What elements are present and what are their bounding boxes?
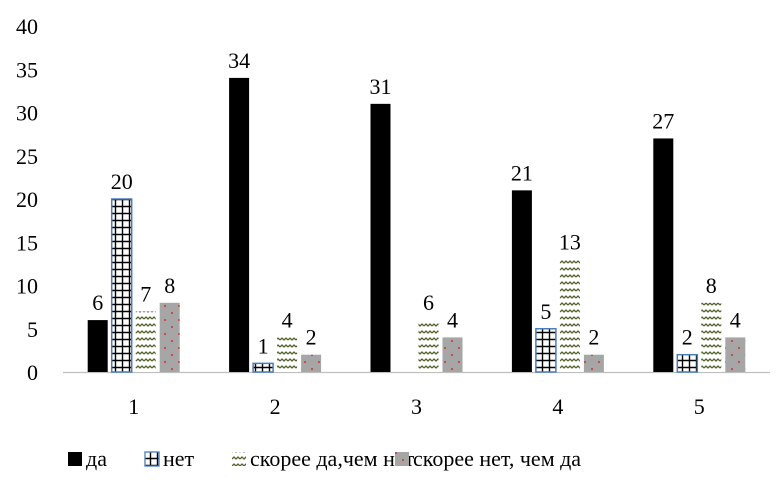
data-label: 6: [423, 290, 434, 315]
data-label: 4: [282, 307, 293, 332]
bar-2-1: [110, 198, 133, 373]
data-label: 4: [447, 307, 458, 332]
data-label: 20: [111, 169, 133, 194]
bar-3-1: [135, 311, 156, 372]
bar-4-4: [583, 354, 604, 372]
bar-1-3: [370, 103, 391, 372]
x-tick-label: 4: [552, 394, 563, 419]
data-label: 27: [652, 108, 674, 133]
data-label: 31: [370, 74, 392, 99]
bar-4-2: [301, 354, 322, 372]
bar-4-5: [725, 337, 746, 372]
x-tick-label: 3: [411, 394, 422, 419]
data-label: 2: [588, 325, 599, 350]
data-label: 2: [682, 325, 693, 350]
bar-1-5: [653, 138, 674, 372]
y-tick-label: 15: [16, 230, 38, 255]
data-label: 5: [540, 299, 551, 324]
bar-2-2: [252, 362, 274, 373]
y-tick-label: 35: [16, 57, 38, 82]
bar-4-3: [442, 337, 463, 372]
x-tick-label: 2: [270, 394, 281, 419]
data-label: 21: [511, 160, 533, 185]
data-label: 4: [730, 307, 741, 332]
bar-3-4: [559, 259, 580, 372]
y-tick-label: 40: [16, 14, 38, 39]
legend-entry-4: скорее нет, чем да: [413, 446, 581, 471]
bar-3-3: [418, 320, 439, 372]
x-tick-label: 5: [694, 394, 705, 419]
data-label: 7: [140, 281, 151, 306]
bar-3-2: [277, 337, 298, 372]
y-tick-label: 30: [16, 101, 38, 126]
bar-1-1: [87, 320, 108, 372]
legend-swatch-3: [232, 452, 246, 466]
legend-swatch-2: [144, 451, 160, 467]
y-tick-label: 10: [16, 274, 38, 299]
legend-entry-1: да: [86, 446, 107, 471]
y-tick-label: 5: [27, 317, 38, 342]
bar-1-4: [511, 190, 532, 372]
data-label: 13: [559, 230, 581, 255]
legend-swatch-4: [395, 452, 409, 466]
data-label: 8: [706, 273, 717, 298]
bar-1-2: [229, 77, 250, 373]
y-tick-label: 20: [16, 187, 38, 212]
y-tick-label: 0: [27, 360, 38, 385]
bar-2-5: [676, 353, 699, 373]
legend-swatch-1: [68, 452, 82, 466]
data-label: 2: [306, 325, 317, 350]
data-label: 1: [258, 333, 269, 358]
data-label: 34: [228, 48, 250, 73]
legend-entry-3: скорее да,чем нет: [250, 446, 415, 471]
bar-3-5: [701, 302, 722, 372]
bar-2-4: [535, 328, 557, 373]
bars-layer: [87, 77, 746, 373]
bar-4-1: [159, 302, 180, 372]
data-label: 6: [92, 290, 103, 315]
data-label: 8: [164, 273, 175, 298]
y-tick-label: 25: [16, 144, 38, 169]
x-tick-label: 1: [128, 394, 139, 419]
legend-entry-2: нет: [163, 446, 195, 471]
